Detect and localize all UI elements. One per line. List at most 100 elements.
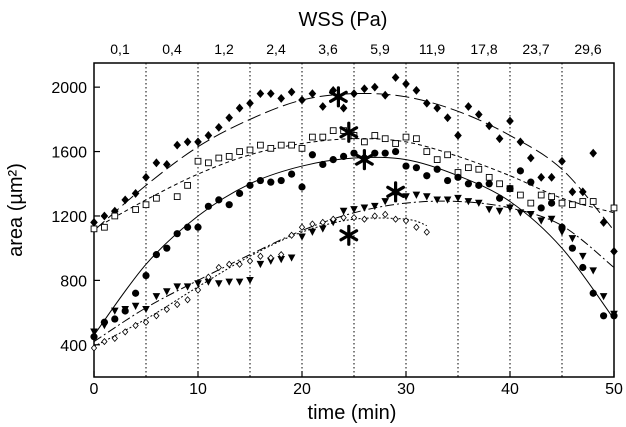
circle-point: [548, 199, 556, 207]
wss-tick-label: 29,6: [574, 41, 601, 57]
triangle-point: [589, 267, 597, 275]
diamond-point: [225, 113, 233, 123]
circle-point: [423, 172, 431, 180]
triangle-point: [287, 254, 296, 262]
diamond-point: [215, 123, 223, 132]
triangle-point: [547, 215, 556, 223]
diamond-point: [506, 116, 514, 126]
triangle-point: [360, 204, 369, 212]
open-diamond-point: [330, 215, 337, 223]
square-point: [257, 141, 264, 149]
triangle-point: [568, 235, 577, 243]
circle-point: [204, 202, 212, 210]
wss-tick-label: 2,4: [266, 41, 286, 57]
triangle-point: [277, 256, 285, 264]
triangle-point: [204, 278, 213, 286]
diamond-point: [121, 195, 129, 205]
square-point: [548, 193, 555, 201]
open-diamond-point: [423, 228, 430, 236]
triangle-point: [339, 207, 348, 215]
y-tick-label: 400: [60, 338, 87, 355]
diamond-point: [287, 87, 296, 97]
square-point: [392, 140, 399, 147]
diamond-point: [579, 187, 587, 197]
open-diamond-point: [278, 251, 285, 259]
square-point: [184, 182, 191, 189]
diamond-point: [173, 140, 181, 150]
square-point: [433, 156, 441, 163]
diamond-point: [547, 172, 556, 182]
square-point: [558, 199, 566, 207]
circle-point: [246, 181, 254, 189]
wss-tick-label: 3,6: [318, 41, 338, 57]
x-tick-label: 50: [605, 381, 623, 398]
square-point: [277, 141, 285, 149]
diamond-point: [527, 153, 535, 163]
triangle-point: [433, 196, 441, 204]
diamond-point: [423, 98, 431, 108]
circle-point: [496, 194, 504, 202]
triangle-point: [464, 198, 473, 206]
triangle-point: [215, 280, 223, 288]
circle-point: [516, 167, 525, 175]
open-diamond-point: [361, 215, 368, 223]
circle-point: [340, 152, 348, 160]
x-tick-label: 20: [293, 381, 311, 398]
wss-tick-label: 0,4: [162, 41, 182, 57]
top-axis-title: WSS (Pa): [299, 9, 388, 31]
circle-point: [298, 183, 306, 191]
triangle-point: [163, 288, 171, 296]
diamond-point: [610, 247, 618, 256]
square-point: [132, 206, 139, 213]
square-point: [153, 194, 160, 202]
asterisk-marker: [329, 86, 348, 108]
y-tick-label: 800: [60, 273, 87, 290]
diamond-point: [599, 218, 608, 227]
square-point: [361, 138, 368, 146]
circle-point: [267, 178, 275, 186]
triangle-point: [558, 228, 566, 236]
open-diamond-point: [392, 215, 399, 223]
circle-point: [319, 160, 327, 169]
triangle-point: [527, 210, 535, 219]
diamond-point: [475, 110, 483, 119]
asterisk-marker: [355, 149, 374, 171]
diamond-point: [267, 89, 275, 98]
max-markers: [329, 86, 405, 246]
circle-point: [236, 189, 244, 198]
wss-tick-label: 23,7: [522, 41, 549, 57]
triangle-point: [495, 207, 504, 215]
open-diamond-point: [226, 260, 233, 268]
square-point: [537, 191, 545, 199]
x-tick-label: 10: [189, 381, 207, 398]
triangle-point: [173, 283, 181, 291]
y-tick-label: 1600: [51, 145, 87, 162]
open-diamond-point: [340, 213, 347, 222]
square-point: [485, 173, 493, 181]
diamond-point: [360, 84, 369, 94]
asterisk-stroke: [355, 153, 374, 166]
triangle-point: [246, 276, 254, 285]
triangle-point: [121, 305, 129, 314]
triangle-point: [475, 199, 483, 207]
triangle-point: [142, 305, 150, 314]
square-point: [225, 153, 233, 160]
circle-point: [433, 165, 441, 173]
circle-point: [111, 315, 119, 323]
triangle-point: [443, 196, 452, 204]
diamond-point: [391, 73, 400, 82]
asterisk-stroke: [386, 185, 405, 198]
circle-point: [163, 244, 171, 252]
diamond-point: [339, 103, 348, 113]
diamond-point: [235, 103, 244, 113]
diamond-point: [111, 206, 119, 216]
square-point: [569, 201, 576, 209]
diamond-point: [277, 94, 285, 103]
diamond-point: [516, 137, 525, 147]
diamond-point: [495, 134, 504, 144]
open-diamond-point: [142, 318, 150, 326]
triangle-point: [454, 194, 462, 203]
wss-tick-label: 1,2: [214, 41, 234, 57]
diamond-point: [402, 79, 410, 89]
diamond-point: [246, 98, 254, 108]
